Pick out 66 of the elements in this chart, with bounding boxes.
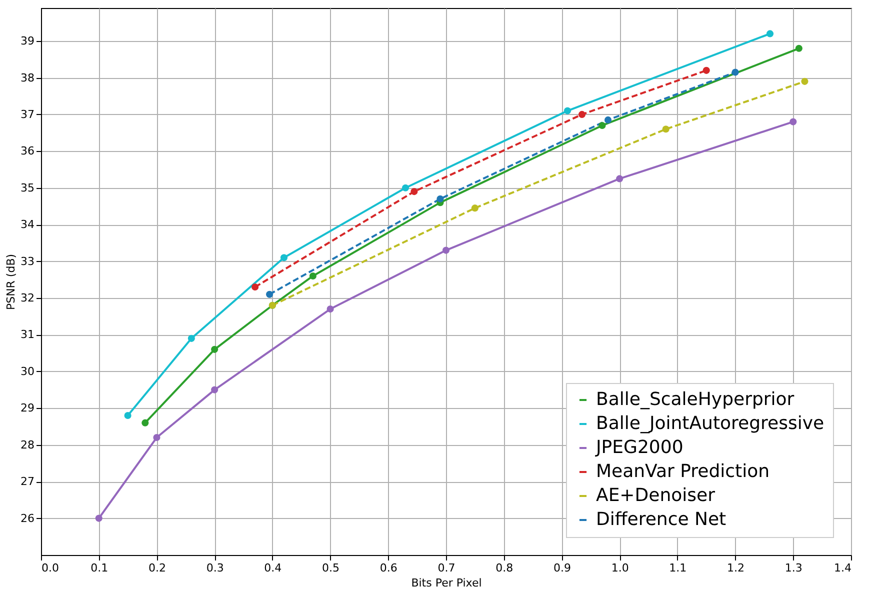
y-tick-label: 32 (20, 292, 34, 305)
point (410, 188, 418, 196)
point (801, 78, 808, 85)
point (471, 204, 478, 212)
point (142, 419, 149, 426)
point (280, 254, 288, 262)
x-axis-title: Bits Per Pixel (411, 576, 482, 590)
legend-label: Balle_JointAutoregressive (596, 413, 824, 434)
legend-label: Difference Net (596, 509, 726, 530)
y-tick-label: 27 (20, 475, 34, 488)
x-tick-label: 1.3 (784, 562, 802, 574)
x-tick-label: 1.0 (611, 562, 629, 574)
x-tick-label: 0.3 (206, 562, 224, 574)
point (95, 514, 102, 522)
point (564, 107, 572, 114)
point (124, 412, 132, 420)
y-tick-label: 39 (20, 34, 34, 48)
legend-label: Balle_ScaleHyperprior (596, 389, 795, 410)
point (702, 66, 710, 74)
y-tick-label: 36 (20, 144, 34, 158)
point (266, 290, 274, 298)
x-tick-label: 1.2 (727, 562, 745, 574)
point (616, 175, 624, 182)
y-axis-title: PSNR (dB) (4, 254, 18, 310)
y-tick-label: 35 (20, 181, 34, 194)
x-tick-label: 1.1 (669, 562, 687, 574)
point (578, 110, 586, 118)
point (662, 126, 670, 133)
x-tick-label: 0.6 (380, 562, 398, 574)
x-tick-label: 0.4 (264, 562, 282, 574)
point (766, 30, 774, 38)
point (211, 346, 218, 353)
y-tick-label: 31 (20, 328, 34, 342)
x-tick-label: 0.1 (90, 562, 108, 574)
point (402, 184, 410, 192)
legend-label: JPEG2000 (595, 437, 684, 458)
y-tick-label: 34 (20, 218, 34, 232)
y-tick-label: 28 (20, 438, 34, 452)
y-tick-label: 33 (20, 254, 34, 268)
point (436, 195, 444, 202)
x-tick-label: 0.5 (322, 562, 340, 574)
point (211, 386, 218, 394)
point (252, 283, 259, 291)
point (442, 246, 450, 254)
point (153, 434, 160, 442)
x-tick-label: 0.8 (496, 562, 514, 574)
x-tick-label: 0.2 (148, 562, 166, 574)
point (326, 306, 334, 313)
point (188, 334, 195, 342)
x-tick-label: 1.4 (834, 562, 852, 574)
x-tick-label: 0.0 (42, 562, 59, 574)
point (309, 272, 316, 280)
legend-label: AE+Denoiser (596, 485, 716, 506)
y-tick-label: 30 (20, 364, 34, 378)
point (795, 44, 802, 52)
x-tick-label: 0.9 (553, 562, 571, 574)
point (732, 68, 739, 76)
point (790, 118, 797, 126)
point (598, 122, 606, 130)
x-tick-label: 0.7 (438, 562, 456, 574)
y-tick-label: 38 (20, 71, 34, 84)
point (604, 116, 612, 124)
legend-label: MeanVar Prediction (596, 461, 770, 482)
y-tick-label: 29 (20, 402, 34, 415)
y-tick-label: 37 (20, 108, 34, 121)
y-tick-label: 26 (20, 512, 34, 525)
